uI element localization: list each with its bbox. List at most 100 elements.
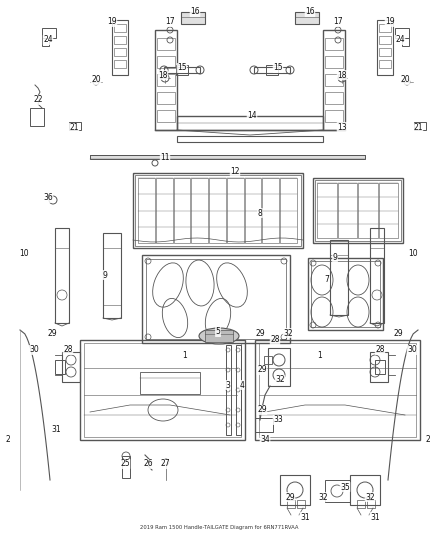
Text: 28: 28 <box>375 345 385 354</box>
Bar <box>140 372 200 394</box>
Bar <box>308 258 383 330</box>
Bar <box>191 178 208 243</box>
Text: 5: 5 <box>215 327 220 336</box>
Bar <box>177 136 323 142</box>
Text: 13: 13 <box>337 123 347 132</box>
Bar <box>259 343 416 437</box>
Bar <box>112 20 128 75</box>
Text: 28: 28 <box>270 335 280 344</box>
Bar <box>181 12 205 24</box>
Bar <box>264 356 272 364</box>
Text: 18: 18 <box>337 70 347 79</box>
Text: 8: 8 <box>258 208 262 217</box>
Bar <box>177 116 323 130</box>
Bar <box>114 60 126 68</box>
Bar <box>114 48 126 56</box>
Text: 29: 29 <box>255 328 265 337</box>
Bar <box>55 360 65 374</box>
Text: 1: 1 <box>183 351 187 359</box>
Bar <box>62 352 80 382</box>
Bar <box>42 38 49 46</box>
Bar <box>135 175 301 246</box>
Text: 27: 27 <box>160 459 170 469</box>
Bar <box>370 352 388 382</box>
Bar <box>379 48 391 56</box>
Text: 32: 32 <box>283 328 293 337</box>
Bar <box>402 38 409 46</box>
Bar <box>280 178 297 243</box>
Text: 28: 28 <box>63 345 73 354</box>
Bar <box>338 183 357 238</box>
Text: 26: 26 <box>143 459 153 469</box>
Text: 21: 21 <box>413 124 423 133</box>
Bar <box>90 155 365 159</box>
Text: 15: 15 <box>273 63 283 72</box>
Text: 1: 1 <box>318 351 322 359</box>
Text: 34: 34 <box>260 435 270 445</box>
Bar <box>280 475 310 505</box>
Text: 31: 31 <box>370 513 380 521</box>
Bar <box>146 259 286 339</box>
Bar <box>287 500 295 508</box>
Text: 9: 9 <box>332 254 337 262</box>
Text: 29: 29 <box>257 406 267 415</box>
Text: 24: 24 <box>395 36 405 44</box>
Text: 15: 15 <box>177 63 187 72</box>
Bar <box>330 240 348 315</box>
Bar <box>84 343 241 437</box>
Bar <box>157 92 175 104</box>
Bar <box>266 65 278 75</box>
Bar <box>133 173 303 248</box>
Bar <box>325 480 350 502</box>
Bar <box>142 255 290 343</box>
Bar <box>375 360 385 374</box>
Text: 12: 12 <box>230 167 240 176</box>
Bar <box>157 56 175 68</box>
Text: 18: 18 <box>158 70 168 79</box>
Bar <box>209 178 226 243</box>
Bar <box>103 233 121 318</box>
Ellipse shape <box>199 328 239 344</box>
Text: 31: 31 <box>300 513 310 521</box>
Bar <box>262 178 279 243</box>
Bar <box>254 67 290 73</box>
Text: 29: 29 <box>47 328 57 337</box>
Text: 29: 29 <box>285 492 295 502</box>
Bar <box>236 345 241 435</box>
Text: 25: 25 <box>120 459 130 469</box>
Bar <box>315 180 401 241</box>
Bar <box>323 30 345 130</box>
Bar <box>164 67 200 73</box>
Text: 19: 19 <box>107 18 117 27</box>
Bar <box>358 183 378 238</box>
Text: 20: 20 <box>400 76 410 85</box>
Text: 7: 7 <box>325 276 329 285</box>
Text: 16: 16 <box>305 7 315 17</box>
Bar <box>325 110 343 122</box>
Text: 29: 29 <box>393 328 403 337</box>
Text: 19: 19 <box>385 18 395 27</box>
Bar <box>30 108 44 126</box>
Text: 32: 32 <box>318 492 328 502</box>
Text: 22: 22 <box>33 95 43 104</box>
Bar <box>378 183 398 238</box>
Bar <box>325 74 343 86</box>
Text: 10: 10 <box>19 248 29 257</box>
Bar <box>157 38 175 50</box>
Bar <box>156 178 173 243</box>
Bar <box>313 178 403 243</box>
Bar <box>255 418 273 432</box>
Bar <box>245 178 261 243</box>
Text: 30: 30 <box>407 345 417 354</box>
Bar <box>268 348 290 386</box>
Bar <box>379 36 391 44</box>
Bar <box>350 475 380 505</box>
Text: 17: 17 <box>165 18 175 27</box>
Bar <box>173 178 191 243</box>
Bar <box>42 28 56 38</box>
Text: 14: 14 <box>247 111 257 120</box>
Bar <box>377 20 393 75</box>
Bar <box>317 183 336 238</box>
Text: 11: 11 <box>160 152 170 161</box>
Bar <box>157 110 175 122</box>
